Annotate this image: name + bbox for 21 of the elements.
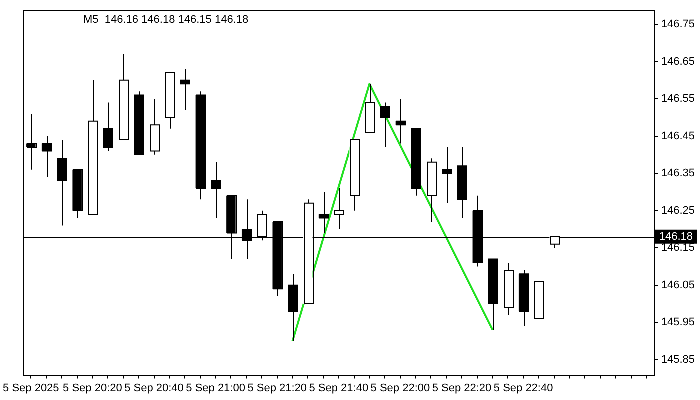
- chart-title: M5 146.16 146.18 146.15 146.18: [83, 14, 249, 26]
- x-tick-label: 5 Sep 22:00: [370, 382, 430, 394]
- y-tick-label: 146.25: [661, 204, 696, 217]
- x-tick-label: 5 Sep 22:40: [494, 382, 554, 394]
- y-tick-label: 146.75: [661, 18, 696, 31]
- y-tick-label: 145.85: [661, 354, 696, 366]
- y-tick-label: 146.35: [661, 168, 696, 180]
- x-tick-label: 5 Sep 2025: [3, 382, 60, 394]
- x-tick-label: 5 Sep 21:00: [186, 382, 246, 394]
- x-tick-label: 5 Sep 20:20: [63, 382, 122, 394]
- x-tick-label: 5 Sep 21:20: [248, 382, 308, 394]
- y-tick-label: 145.95: [661, 316, 696, 329]
- y-tick-label: 146.05: [661, 279, 696, 292]
- ref-line-label: 146.18: [659, 230, 694, 243]
- x-tick-label: 5 Sep 21:40: [309, 382, 369, 394]
- y-tick-label: 146.65: [661, 56, 696, 68]
- x-tick-label: 5 Sep 20:40: [124, 382, 184, 394]
- y-tick-label: 146.15: [661, 242, 696, 254]
- x-tick-label: 5 Sep 22:20: [432, 382, 492, 394]
- y-tick-label: 146.55: [661, 93, 696, 106]
- y-tick-label: 146.45: [661, 130, 696, 142]
